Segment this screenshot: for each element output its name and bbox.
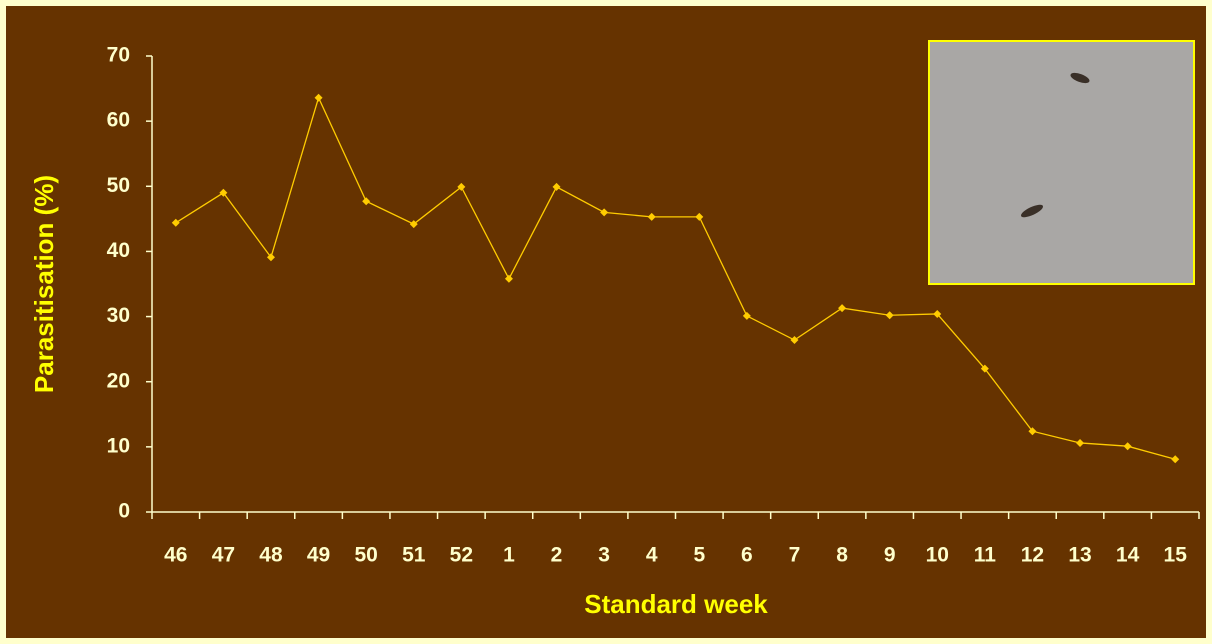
x-tick-label: 15 <box>1164 544 1188 567</box>
y-tick-label: 20 <box>107 369 130 392</box>
x-tick-label: 9 <box>884 544 896 567</box>
data-point <box>695 212 704 221</box>
x-tick-label: 12 <box>1021 544 1044 567</box>
data-line <box>175 95 1176 460</box>
data-point <box>600 208 609 217</box>
x-tick-label: 7 <box>789 544 801 567</box>
x-tick-label: 48 <box>259 544 283 567</box>
x-tick-label: 5 <box>693 544 705 567</box>
data-point <box>1076 438 1085 447</box>
inset-photo <box>928 40 1195 285</box>
x-tick-label: 50 <box>354 544 377 567</box>
data-point <box>457 182 466 191</box>
data-point <box>838 304 847 313</box>
data-point <box>409 220 418 229</box>
data-point <box>1171 455 1180 464</box>
x-axis-title: Standard week <box>584 589 768 619</box>
data-point <box>1028 427 1037 436</box>
y-tick-label: 30 <box>107 304 130 327</box>
x-tick-label: 4 <box>646 544 658 567</box>
photo-frame <box>928 40 1195 285</box>
x-tick-label: 49 <box>307 544 330 567</box>
x-tick-label: 6 <box>741 544 753 567</box>
x-tick-label: 13 <box>1068 544 1091 567</box>
data-point <box>1123 442 1132 451</box>
data-point <box>171 218 180 227</box>
data-point <box>790 336 799 345</box>
x-tick-label: 11 <box>974 544 997 567</box>
y-axis-title: Parasitisation (%) <box>29 175 59 393</box>
x-tick-label: 8 <box>836 544 848 567</box>
data-point <box>933 309 942 318</box>
y-tick-label: 40 <box>107 239 130 262</box>
insect <box>1070 72 1090 84</box>
data-point <box>552 182 561 191</box>
x-tick-label: 51 <box>402 544 426 567</box>
x-tick-label: 52 <box>450 544 473 567</box>
data-point <box>314 93 323 102</box>
y-tick-label: 60 <box>107 109 130 132</box>
x-tick-label: 14 <box>1116 544 1140 567</box>
data-point <box>266 253 275 262</box>
y-tick-label: 70 <box>107 44 130 67</box>
x-tick-label: 10 <box>926 544 949 567</box>
x-tick-label: 1 <box>503 544 515 567</box>
insect <box>1020 204 1044 218</box>
y-tick-label: 50 <box>107 174 130 197</box>
data-point <box>647 212 656 221</box>
x-tick-label: 2 <box>551 544 563 567</box>
data-point <box>362 197 371 206</box>
y-tick-label: 0 <box>118 500 130 523</box>
x-tick-label: 3 <box>598 544 610 567</box>
data-point <box>885 311 894 320</box>
x-tick-label: 46 <box>164 544 187 567</box>
y-tick-label: 10 <box>107 434 130 457</box>
data-point <box>219 188 228 197</box>
data-point <box>504 274 513 283</box>
data-point <box>980 364 989 373</box>
x-tick-label: 47 <box>212 544 235 567</box>
data-point <box>742 311 751 320</box>
